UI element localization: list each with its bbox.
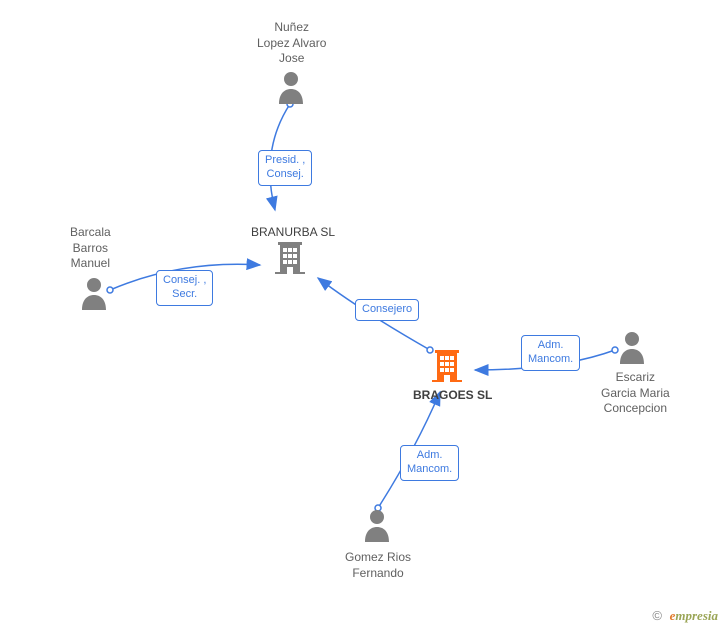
person-icon [82,278,106,310]
edge-label: Consejero [355,299,419,321]
company-icon [432,350,462,382]
edge-label: Adm. Mancom. [400,445,459,481]
copyright-symbol: © [652,608,662,623]
edge-start-dot [427,347,433,353]
person-icon [365,510,389,542]
person-icon [279,72,303,104]
footer-watermark: © empresia [652,608,718,624]
person-label-gomez: Gomez Rios Fernando [345,550,411,581]
company-label-branurba: BRANURBA SL [251,225,335,241]
person-label-nunez: Nuñez Lopez Alvaro Jose [257,20,326,67]
edge-start-dot [612,347,618,353]
edge-label: Consej. , Secr. [156,270,213,306]
edge-label: Presid. , Consej. [258,150,312,186]
brand-rest: mpresia [675,608,718,623]
company-label-bragoes: BRAGOES SL [413,388,492,404]
person-icon [620,332,644,364]
company-icon [275,242,305,274]
edge-start-dot [107,287,113,293]
person-label-escariz: Escariz Garcia Maria Concepcion [601,370,670,417]
edge-label: Adm. Mancom. [521,335,580,371]
person-label-barcala: Barcala Barros Manuel [70,225,111,272]
